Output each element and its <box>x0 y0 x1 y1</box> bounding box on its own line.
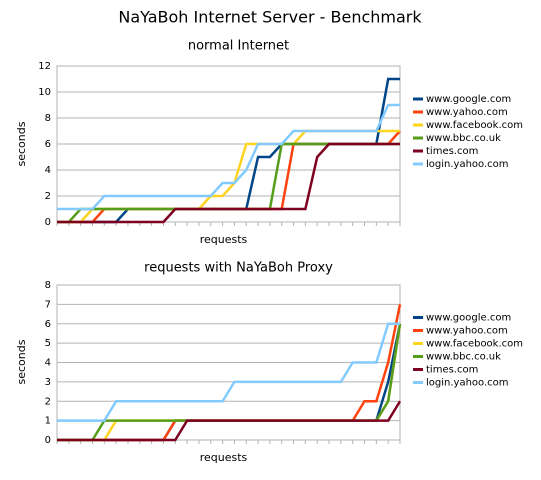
y-axis-label: seconds <box>15 121 28 166</box>
y-tick-label: 0 <box>45 217 51 228</box>
series-line <box>57 322 400 422</box>
legend-label: login.yahoo.com <box>426 378 509 389</box>
y-tick-label: 0 <box>45 435 51 446</box>
legend-label: times.com <box>426 365 478 376</box>
legend-label: www.facebook.com <box>426 120 523 131</box>
legend-label: times.com <box>426 146 478 157</box>
series-line <box>57 77 400 224</box>
legend-label: www.bbc.co.uk <box>426 133 501 144</box>
y-tick-label: 12 <box>38 61 51 72</box>
y-axis-label: seconds <box>15 339 28 384</box>
series-line <box>57 142 400 224</box>
subtitle: requests with NaYaBoh Proxy <box>144 261 333 276</box>
legend-label: www.yahoo.com <box>426 326 508 337</box>
y-tick-label: 6 <box>45 139 51 150</box>
y-tick-label: 6 <box>45 319 51 330</box>
legend-label: login.yahoo.com <box>426 159 509 170</box>
legend-label: www.google.com <box>426 94 511 105</box>
y-tick-label: 2 <box>45 396 51 407</box>
legend-label: www.yahoo.com <box>426 107 508 118</box>
y-tick-label: 4 <box>45 165 51 176</box>
y-tick-label: 2 <box>45 191 51 202</box>
y-tick-label: 10 <box>38 87 51 98</box>
legend-label: www.bbc.co.uk <box>426 352 501 363</box>
y-tick-label: 7 <box>45 299 51 310</box>
y-tick-label: 8 <box>45 113 51 124</box>
series-line <box>57 103 400 211</box>
series-line <box>57 400 402 442</box>
y-tick-label: 3 <box>45 377 51 388</box>
legend-label: www.facebook.com <box>426 339 523 350</box>
y-tick-label: 5 <box>45 338 51 349</box>
y-tick-label: 8 <box>45 280 51 291</box>
subtitle: normal Internet <box>188 39 289 54</box>
page-title: NaYaBoh Internet Server - Benchmark <box>118 8 422 27</box>
legend-label: www.google.com <box>426 313 511 324</box>
plot-frame <box>56 284 401 441</box>
x-axis-label: requests <box>200 451 248 464</box>
x-axis-label: requests <box>200 233 248 246</box>
y-tick-label: 1 <box>45 416 51 427</box>
y-tick-label: 4 <box>45 358 51 369</box>
